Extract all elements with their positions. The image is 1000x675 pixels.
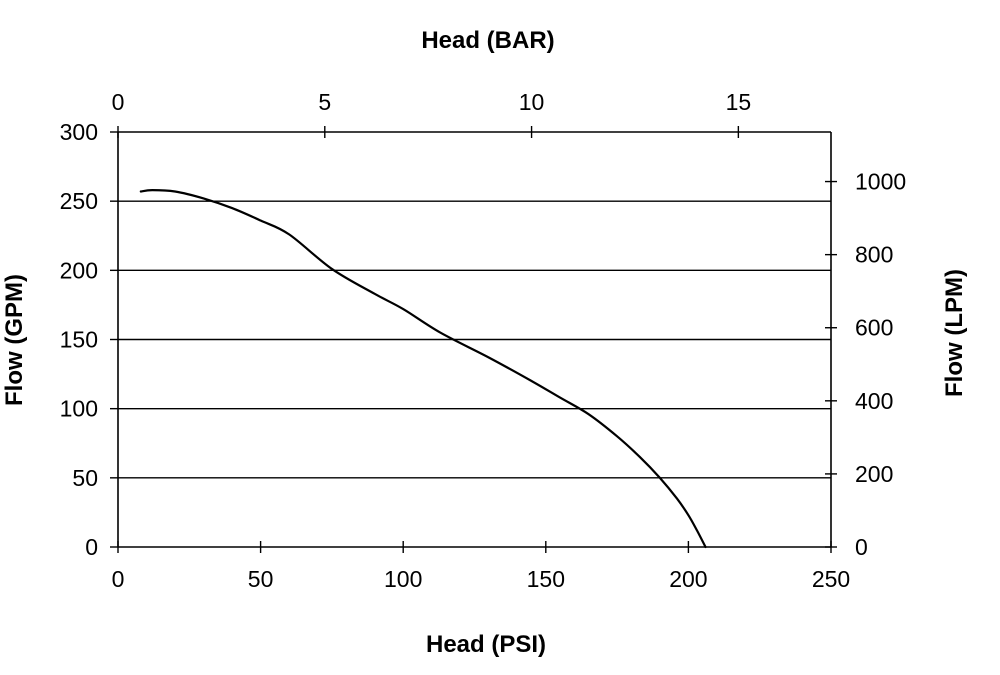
- y-right-tick-label-200: 200: [855, 461, 893, 487]
- y-left-tick-label-250: 250: [60, 188, 98, 214]
- bottom-axis-title: Head (PSI): [426, 631, 546, 658]
- y-left-tick-label-50: 50: [72, 465, 98, 491]
- x-bottom-tick-label-50: 50: [248, 566, 274, 592]
- series-line-0: [139, 189, 707, 549]
- y-left-tick-label-300: 300: [60, 119, 98, 145]
- x-top-tick-label-5: 5: [318, 89, 331, 115]
- x-bottom-tick-label-150: 150: [527, 566, 565, 592]
- gridlines: [118, 200, 831, 479]
- y-left-tick-label-200: 200: [60, 257, 98, 283]
- y-right-tick-label-400: 400: [855, 388, 893, 414]
- y-left-tick-label-100: 100: [60, 396, 98, 422]
- y-right-tick-label-1000: 1000: [855, 169, 906, 195]
- x-top-tick-label-0: 0: [112, 89, 125, 115]
- top-axis-title: Head (BAR): [421, 27, 554, 54]
- x-top-tick-label-10: 10: [519, 89, 545, 115]
- y-right-tick-label-600: 600: [855, 315, 893, 341]
- x-bottom-tick-label-200: 200: [669, 566, 707, 592]
- x-bottom-tick-label-0: 0: [112, 566, 125, 592]
- x-bottom-tick-label-100: 100: [384, 566, 422, 592]
- y-right-tick-label-0: 0: [855, 534, 868, 560]
- y-left-tick-label-150: 150: [60, 327, 98, 353]
- x-bottom-tick-label-250: 250: [812, 566, 850, 592]
- left-axis-title: Flow (GPM): [1, 274, 28, 406]
- y-right-tick-label-800: 800: [855, 242, 893, 268]
- series-layer: [139, 189, 707, 549]
- right-axis-title: Flow (LPM): [941, 269, 968, 397]
- y-left-tick-label-0: 0: [85, 534, 98, 560]
- x-top-tick-label-15: 15: [726, 89, 752, 115]
